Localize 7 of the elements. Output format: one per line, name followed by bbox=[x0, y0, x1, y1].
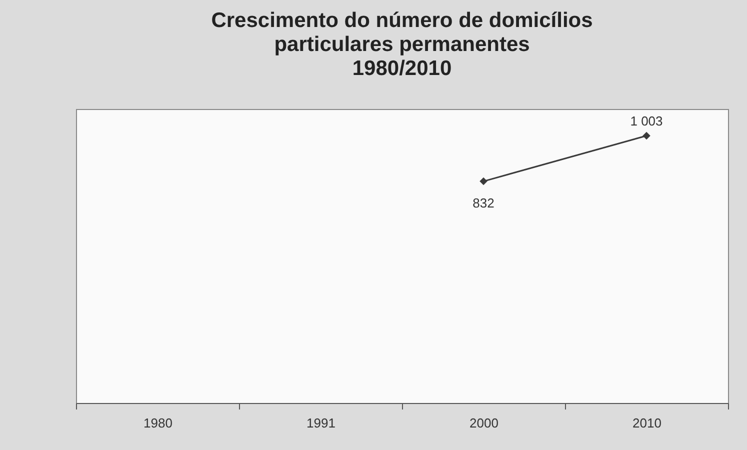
x-tick-label: 1980 bbox=[144, 416, 172, 430]
x-tick-label: 2010 bbox=[632, 416, 662, 430]
data-label: 832 bbox=[472, 195, 494, 210]
x-tick-label: 2000 bbox=[470, 416, 498, 430]
chart-title: Crescimento do número de domicílios particulares permanentes 1980/2010 bbox=[211, 9, 593, 80]
data-label: 1 003 bbox=[630, 114, 663, 129]
x-tick-label: 1991 bbox=[306, 416, 336, 430]
